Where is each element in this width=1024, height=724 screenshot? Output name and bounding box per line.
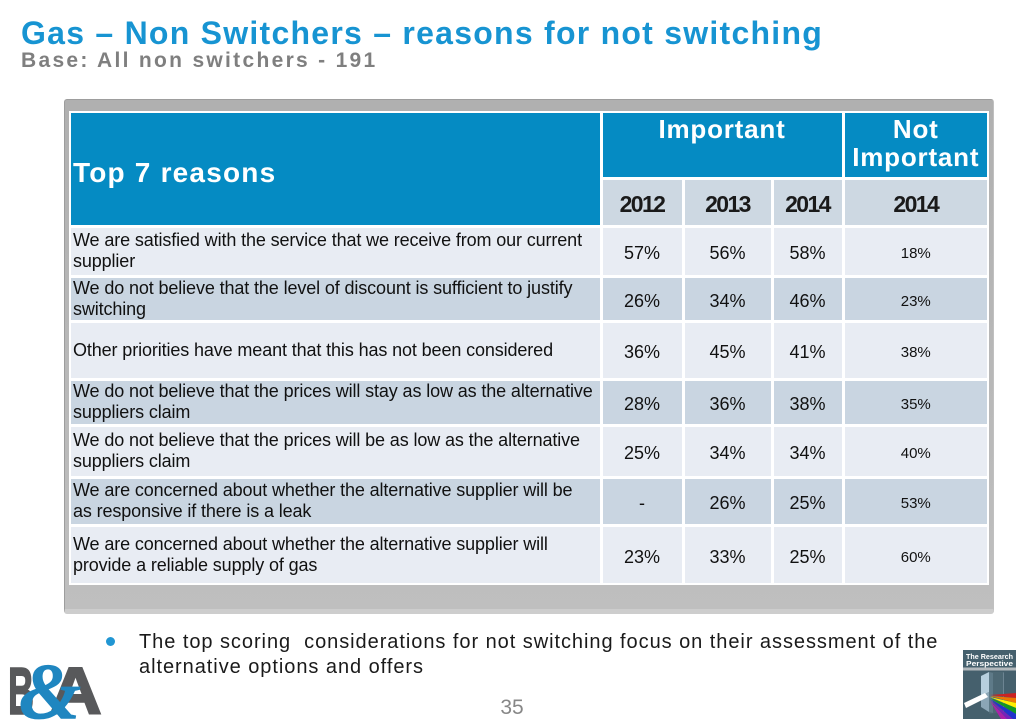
svg-text:A: A [49, 662, 102, 720]
svg-text:Perspective: Perspective [966, 661, 1013, 668]
svg-text:B: B [8, 662, 34, 720]
svg-text:The Research: The Research [966, 654, 1013, 661]
svg-text:&: & [19, 662, 81, 720]
